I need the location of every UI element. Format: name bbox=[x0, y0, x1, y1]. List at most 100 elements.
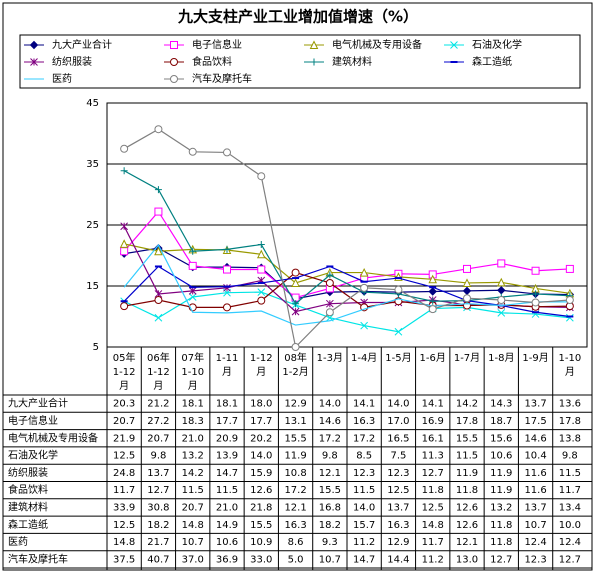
table-cell: 18.1 bbox=[216, 399, 238, 410]
point bbox=[154, 296, 163, 305]
table-cell: 16.3 bbox=[353, 416, 375, 427]
table-cell: 14.1 bbox=[353, 399, 375, 410]
point bbox=[497, 259, 506, 268]
table-cell: 27.2 bbox=[147, 416, 169, 427]
x-tick-label: 1-5月 bbox=[385, 352, 411, 364]
row-label: 汽车及摩托车 bbox=[8, 552, 68, 565]
table-cell: 12.5 bbox=[113, 451, 135, 462]
table-cell: 16.9 bbox=[422, 416, 444, 427]
table-cell: 40.7 bbox=[147, 554, 169, 565]
table-cell: 18.7 bbox=[490, 416, 512, 427]
table-cell: 17.0 bbox=[387, 416, 409, 427]
table-cell: 15.5 bbox=[319, 485, 341, 496]
table-cell: 12.7 bbox=[422, 468, 444, 479]
point bbox=[170, 75, 178, 83]
table-cell: 11.5 bbox=[559, 468, 581, 479]
table-cell: 15.5 bbox=[284, 433, 306, 444]
point bbox=[257, 296, 266, 305]
table-cell: 20.9 bbox=[216, 433, 238, 444]
legend-label: 电子信息业 bbox=[192, 38, 242, 51]
table-cell: 11.8 bbox=[490, 520, 512, 531]
table-cell: 20.7 bbox=[182, 502, 204, 513]
legend-label: 电气机械及专用设备 bbox=[332, 38, 422, 51]
point bbox=[360, 283, 369, 292]
point bbox=[310, 58, 318, 66]
table-cell: 24.8 bbox=[113, 468, 135, 479]
table-cell: 11.3 bbox=[422, 451, 444, 462]
table-cell: 21.0 bbox=[182, 433, 204, 444]
table-cell: 13.7 bbox=[147, 468, 169, 479]
table-cell: 12.3 bbox=[387, 468, 409, 479]
table-cell: 12.9 bbox=[387, 537, 409, 548]
legend-label: 汽车及摩托车 bbox=[192, 72, 252, 85]
point bbox=[256, 249, 266, 259]
row-label: 森工造纸 bbox=[8, 518, 48, 531]
point bbox=[223, 148, 231, 157]
table-cell: 12.9 bbox=[284, 399, 306, 410]
point bbox=[189, 247, 197, 255]
table-cell: 16.3 bbox=[284, 520, 306, 531]
point bbox=[291, 268, 300, 277]
point bbox=[120, 167, 128, 175]
table-cell: 11.9 bbox=[456, 468, 478, 479]
point bbox=[359, 267, 369, 277]
point bbox=[309, 40, 319, 49]
table-cell: 12.7 bbox=[559, 554, 581, 565]
table-cell: 13.0 bbox=[456, 554, 478, 565]
table-cell: 37.0 bbox=[182, 554, 204, 565]
table-cell: 10.7 bbox=[182, 537, 204, 548]
point bbox=[257, 172, 266, 181]
point bbox=[428, 305, 437, 314]
series bbox=[120, 125, 574, 351]
table-cell: 11.6 bbox=[524, 485, 546, 496]
table-cell: 14.3 bbox=[490, 399, 512, 410]
point bbox=[326, 271, 334, 279]
table-cell: 20.3 bbox=[113, 399, 135, 410]
table-cell: 17.2 bbox=[284, 485, 306, 496]
row-label: 九大产业合计 bbox=[8, 397, 68, 410]
point bbox=[292, 300, 300, 308]
series-line bbox=[124, 247, 570, 300]
table-cell: 13.8 bbox=[559, 433, 581, 444]
point bbox=[188, 147, 197, 156]
table-cell: 12.1 bbox=[456, 537, 478, 548]
table-cell: 9.8 bbox=[150, 451, 166, 462]
table-cell: 11.8 bbox=[490, 537, 512, 548]
point bbox=[154, 313, 163, 322]
table-cell: 12.6 bbox=[250, 485, 272, 496]
table-cell: 11.7 bbox=[422, 537, 444, 548]
point bbox=[30, 58, 38, 66]
table-cell: 16.1 bbox=[422, 433, 444, 444]
point bbox=[223, 245, 231, 253]
table-cell: 11.9 bbox=[490, 468, 512, 479]
table-cell: 11.5 bbox=[216, 485, 238, 496]
table-cell: 12.6 bbox=[456, 502, 478, 513]
table-cell: 21.9 bbox=[113, 433, 135, 444]
point bbox=[497, 308, 506, 317]
series-line bbox=[123, 128, 570, 349]
table-cell: 16.3 bbox=[387, 520, 409, 531]
table-cell: 15.5 bbox=[456, 433, 478, 444]
table-cell: 10.6 bbox=[216, 537, 238, 548]
legend-label: 石油及化学 bbox=[472, 38, 522, 51]
series-line bbox=[124, 243, 570, 294]
x-tick-label: 1-10 月 bbox=[559, 353, 582, 378]
point bbox=[531, 298, 540, 307]
x-tick-label: 05年 1-12 月 bbox=[113, 351, 136, 392]
point bbox=[188, 261, 197, 270]
table-cell: 14.1 bbox=[422, 399, 444, 410]
table-cell: 7.5 bbox=[390, 451, 406, 462]
table-cell: 20.7 bbox=[147, 433, 169, 444]
x-tick-label: 07年 1-10 月 bbox=[181, 351, 204, 392]
table-cell: 5.0 bbox=[288, 554, 304, 565]
table-cell: 12.5 bbox=[387, 485, 409, 496]
table-cell: 20.2 bbox=[250, 433, 272, 444]
x-tick-label: 08年 1-2月 bbox=[282, 351, 308, 378]
point bbox=[428, 287, 437, 296]
table-cell: 12.3 bbox=[524, 554, 546, 565]
table-cell: 11.8 bbox=[422, 485, 444, 496]
point bbox=[326, 299, 334, 308]
table-cell: 18.2 bbox=[319, 520, 341, 531]
x-tick-label: 1-8月 bbox=[488, 352, 514, 364]
table-cell: 12.1 bbox=[319, 468, 341, 479]
